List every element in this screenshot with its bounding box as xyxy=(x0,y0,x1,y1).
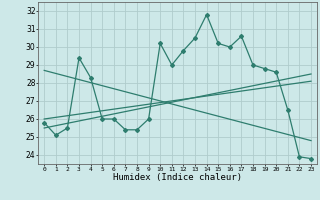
X-axis label: Humidex (Indice chaleur): Humidex (Indice chaleur) xyxy=(113,173,242,182)
